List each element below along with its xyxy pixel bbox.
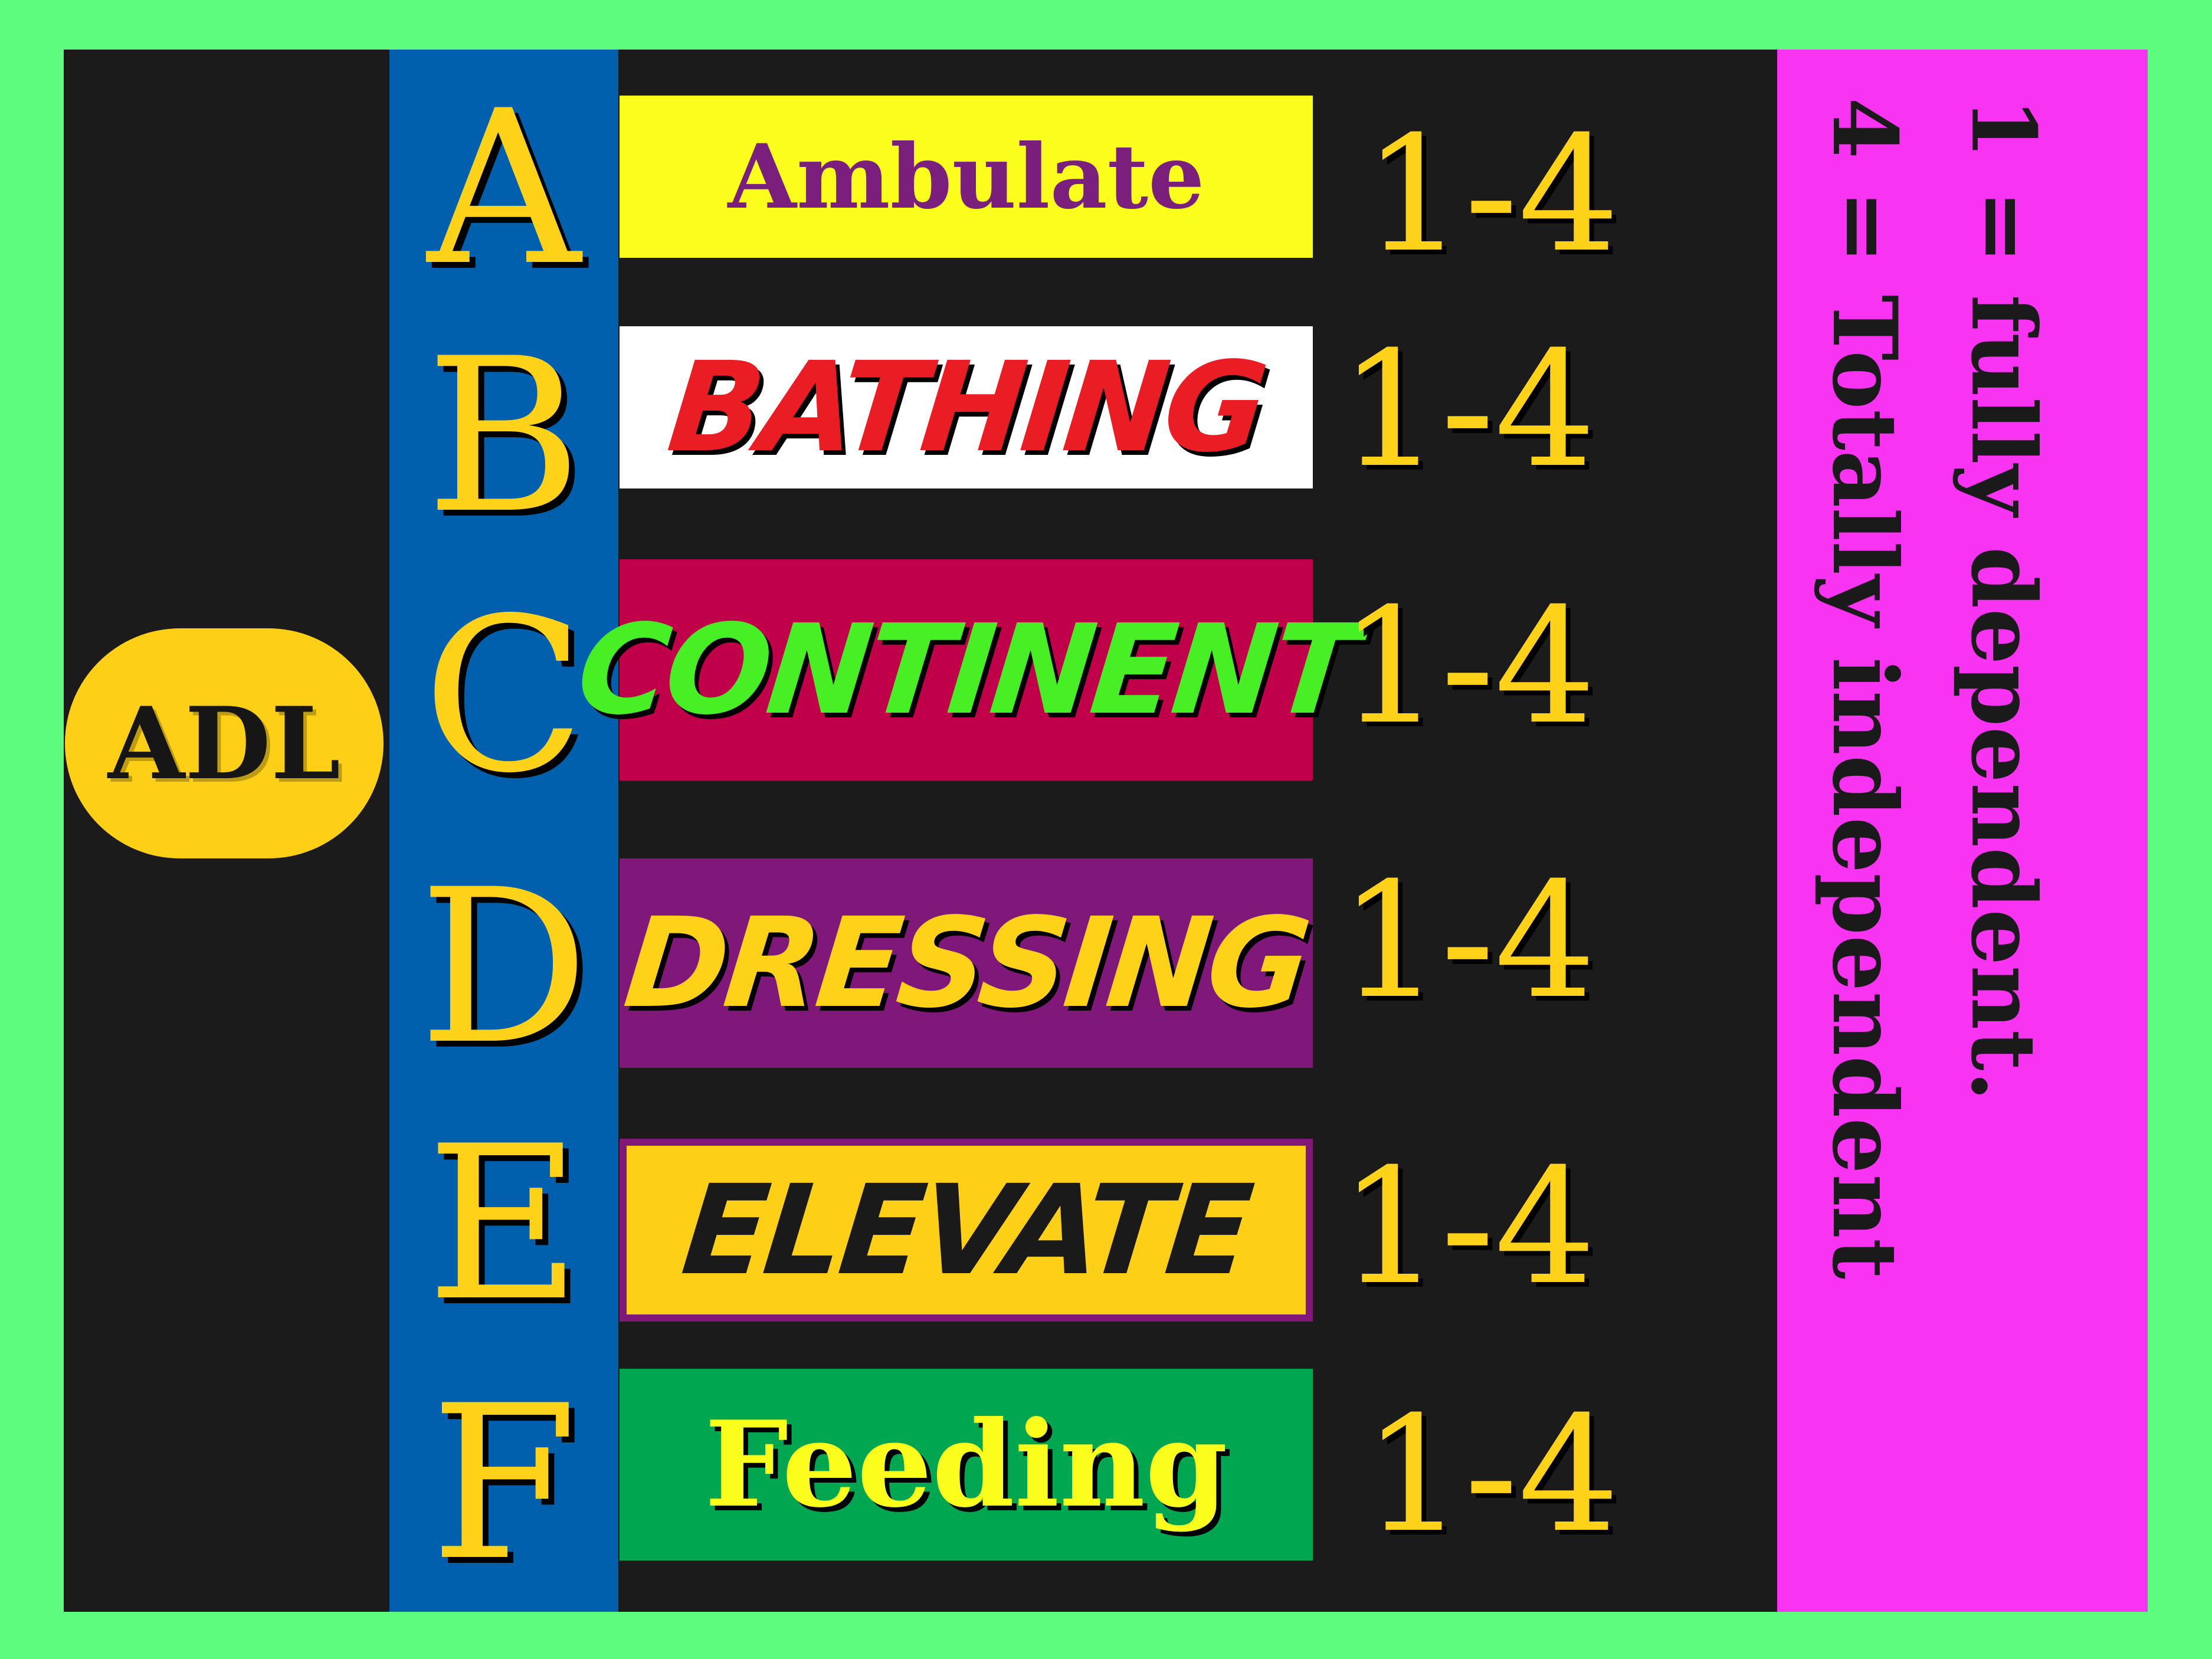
legend-line-fully-dependent: 1 = fully dependent. (1951, 97, 2055, 1102)
label-continent: CONTINENT (571, 559, 1361, 781)
label-feeding: Feeding (620, 1369, 1313, 1560)
letter-column (389, 50, 618, 1612)
label-text-ambulate: Ambulate (727, 124, 1205, 229)
legend-line-totally-independent: 4 = Totally independent (1813, 97, 1916, 1280)
label-text-bathing: BATHING (661, 335, 1271, 480)
adl-badge: ADL (65, 628, 384, 858)
score-elevate: 1-4 (1339, 1134, 1596, 1320)
score-feeding: 1-4 (1363, 1382, 1620, 1568)
row-letter-d: D (418, 844, 589, 1091)
label-elevate: ELEVATE (620, 1139, 1313, 1322)
label-text-continent: CONTINENT (571, 598, 1362, 742)
row-letter-c: C (422, 572, 585, 819)
row-letter-f: F (430, 1360, 578, 1607)
label-text-feeding: Feeding (704, 1395, 1228, 1534)
row-letter-b: B (425, 313, 582, 560)
label-text-elevate: ELEVATE (676, 1158, 1256, 1303)
row-letter-a: A (427, 65, 581, 312)
label-text-dressing: DRESSING (618, 891, 1314, 1035)
score-continent: 1-4 (1339, 573, 1596, 759)
score-ambulate: 1-4 (1363, 101, 1620, 287)
score-dressing: 1-4 (1339, 848, 1596, 1034)
label-ambulate: Ambulate (620, 96, 1313, 258)
legend-column (1777, 50, 2148, 1612)
row-letter-e: E (426, 1100, 582, 1347)
label-dressing: DRESSING (618, 858, 1314, 1068)
score-bathing: 1-4 (1339, 317, 1596, 503)
label-bathing: BATHING (620, 326, 1313, 488)
